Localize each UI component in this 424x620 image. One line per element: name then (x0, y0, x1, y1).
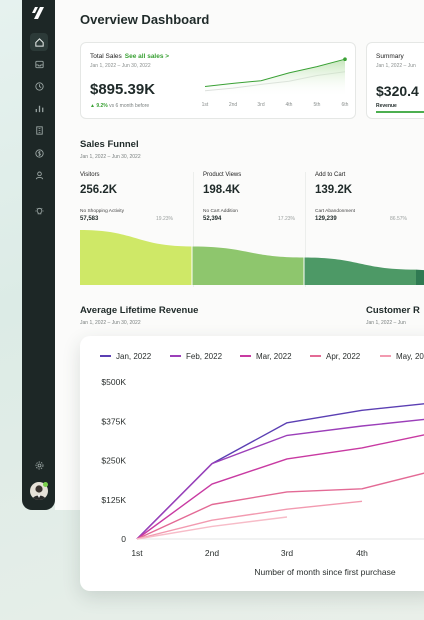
series-line (136, 403, 424, 540)
x-axis-title: Number of month since first purchase (254, 567, 396, 577)
stage-percent: 17.23% (278, 216, 295, 222)
summary-card: Summary Jan 1, 2022 – Jun $320.4 Revenue (366, 42, 424, 119)
inbox-icon[interactable] (30, 55, 48, 73)
summary-value: $320.4 (376, 83, 419, 99)
sparkline-x-label: 6th (342, 102, 349, 107)
y-tick-label: $500K (101, 377, 126, 387)
ltv-chart-card: Jan, 2022 Feb, 2022 Mar, 2022 Apr, 2022 May,… (80, 336, 424, 591)
clock-icon[interactable] (30, 77, 48, 95)
x-tick-label: 1st (131, 548, 143, 558)
building-icon[interactable] (30, 121, 48, 139)
change-percent: ▲ 9.2% (90, 103, 108, 109)
sales-sparkline: 1st 2nd 3rd 4th 5th 6th (202, 57, 349, 107)
funnel-title: Sales Funnel (80, 139, 139, 150)
total-sales-value: $895.39K (90, 81, 156, 98)
x-tick-label: 4th (356, 548, 368, 558)
stage-percent: 86.57% (390, 216, 407, 222)
summary-underline (376, 111, 424, 113)
legend-label[interactable]: Mar, 2022 (256, 352, 292, 361)
total-sales-header: Total Sales See all sales > (90, 53, 169, 60)
stage-value: 139.2K (315, 184, 353, 196)
customer-date: Jan 1, 2022 – Jun (366, 320, 406, 326)
funnel-date: Jan 1, 2022 – Jun 30, 2022 (80, 154, 141, 160)
total-sales-change: ▲ 9.2% vs 6 month before (90, 103, 149, 109)
y-tick-label: $375K (101, 416, 126, 426)
sparkline-x-label: 3rd (257, 102, 264, 107)
series-line (136, 434, 424, 540)
customer-title: Customer R (366, 305, 420, 316)
stage-value: 256.2K (80, 184, 118, 196)
x-tick-label: 3rd (281, 548, 294, 558)
funnel-stage-visitors: Visitors 256.2K No Shopping Activity 57,… (71, 172, 183, 287)
series-line (136, 472, 424, 540)
legend-label[interactable]: Jan, 2022 (116, 352, 152, 361)
stage-label: Add to Cart (315, 172, 346, 178)
dollar-icon[interactable] (30, 144, 48, 162)
y-tick-label: $250K (101, 456, 126, 466)
series-line (136, 418, 424, 540)
y-tick-label: $125K (101, 495, 126, 505)
stage-label: Product Views (203, 172, 242, 178)
funnel-segment (304, 257, 416, 285)
legend-label[interactable]: May, 2022 (396, 352, 424, 361)
series-line (136, 516, 288, 540)
sparkline-x-label: 2nd (229, 102, 238, 107)
stage-percent: 19.23% (156, 216, 173, 222)
y-tick-label: 0 (121, 534, 126, 544)
stage-sub-value: 52,394 (203, 216, 222, 222)
bulb-icon[interactable] (30, 202, 48, 220)
stage-sub-label: Cart Abandonment (315, 209, 356, 214)
change-label: vs 6 month before (109, 103, 150, 109)
stage-label: Visitors (80, 172, 100, 178)
gear-icon[interactable] (30, 456, 48, 474)
ltv-title: Average Lifetime Revenue (80, 305, 199, 316)
home-icon[interactable] (30, 33, 48, 51)
page-title: Overview Dashboard (80, 12, 210, 27)
funnel-segment (192, 246, 304, 285)
stage-sub-value: 129,239 (315, 216, 337, 222)
sparkline-x-label: 4th (286, 102, 293, 107)
sidebar (22, 0, 55, 510)
funnel-stage-add-to-cart: Add to Cart 139.2K Cart Abandonment 129,… (305, 172, 417, 287)
funnel-stage-product-views: Product Views 198.4K No Cart Addition 52… (193, 172, 305, 287)
total-sales-date: Jan 1, 2022 – Jun 30, 2022 (90, 63, 151, 69)
user-icon[interactable] (30, 166, 48, 184)
online-status-dot (43, 482, 48, 487)
sparkline-x-label: 5th (314, 102, 321, 107)
see-all-sales-link[interactable]: See all sales > (124, 53, 170, 60)
stage-value: 198.4K (203, 184, 241, 196)
summary-title: Summary (376, 53, 404, 60)
summary-date: Jan 1, 2022 – Jun (376, 63, 416, 69)
logo-icon[interactable] (31, 6, 47, 20)
stage-sub-label: No Cart Addition (203, 209, 238, 214)
funnel-segment (80, 230, 192, 285)
bar-chart-icon[interactable] (30, 99, 48, 117)
stage-sub-label: No Shopping Activity (80, 209, 124, 214)
funnel-chart (80, 230, 424, 285)
sparkline-end-dot (343, 57, 347, 61)
legend-label[interactable]: Feb, 2022 (186, 352, 223, 361)
total-sales-card: Total Sales See all sales > Jan 1, 2022 –… (80, 42, 356, 119)
legend-label[interactable]: Apr, 2022 (326, 352, 361, 361)
summary-label: Revenue (376, 103, 397, 109)
stage-sub-value: 57,583 (80, 216, 99, 222)
total-sales-title: Total Sales (90, 53, 122, 60)
ltv-date: Jan 1, 2022 – Jun 30, 2022 (80, 320, 141, 326)
series-line (136, 500, 363, 540)
funnel-segment (416, 269, 424, 285)
sparkline-line (204, 58, 346, 87)
ltv-line-chart: Jan, 2022 Feb, 2022 Mar, 2022 Apr, 2022 May,… (100, 352, 424, 577)
x-tick-label: 2nd (205, 548, 219, 558)
sparkline-x-label: 1st (202, 102, 209, 107)
